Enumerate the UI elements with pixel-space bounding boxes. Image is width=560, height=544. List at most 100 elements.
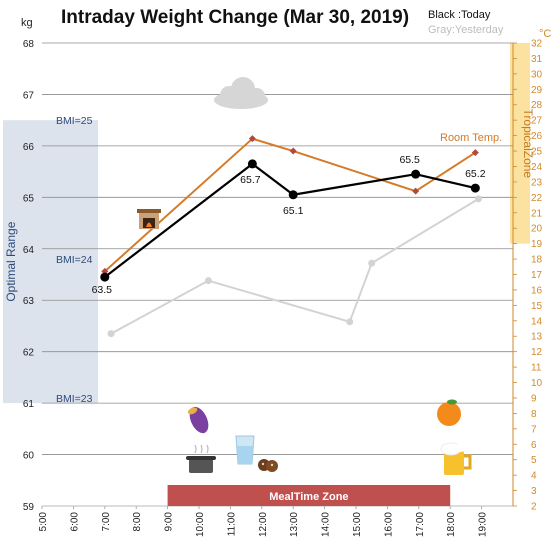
mealtime-zone-band (167, 485, 451, 506)
right-tick-label: 20 (531, 224, 543, 235)
left-axis-ticks: 59 60 61 62 63 64 65 66 67 68 (23, 39, 35, 513)
right-tick-label: 23 (531, 177, 543, 188)
x-tick-label: 5:00 (38, 512, 49, 532)
today-point (288, 190, 298, 200)
fireplace-icon (137, 209, 161, 229)
x-tick-label: 19:00 (478, 512, 489, 537)
x-tick-label: 13:00 (289, 512, 300, 537)
tropical-zone-band (510, 43, 530, 244)
today-data-label: 63.5 (92, 284, 113, 296)
right-tick-label: 11 (531, 363, 542, 374)
right-tick-label: 5 (531, 455, 537, 466)
right-tick-label: 27 (531, 116, 543, 127)
x-tick-label: 6:00 (69, 512, 80, 532)
right-tick-label: 26 (531, 131, 543, 142)
x-tick-label: 12:00 (258, 512, 269, 537)
tropical-zone-label: TropicalZone (521, 109, 535, 179)
right-tick-label: 7 (531, 424, 537, 435)
yesterday-point (368, 259, 376, 267)
y-tick-label: 63 (23, 296, 35, 307)
right-tick-label: 17 (531, 270, 543, 281)
x-tick-label: 8:00 (132, 512, 143, 532)
right-tick-label: 19 (531, 239, 543, 250)
orange-icon (437, 399, 461, 426)
x-tick-label: 10:00 (195, 512, 206, 537)
cloud-icon (214, 77, 268, 109)
y-tick-label: 67 (23, 90, 35, 101)
right-tick-label: 15 (531, 301, 543, 312)
today-data-label: 65.2 (465, 168, 486, 180)
right-tick-label: 4 (531, 471, 537, 482)
right-tick-label: 18 (531, 255, 543, 266)
mealtime-zone-label: MealTime Zone (269, 491, 348, 503)
room-temp-point (412, 187, 420, 195)
today-point (100, 272, 110, 282)
y-tick-label: 60 (23, 451, 35, 462)
y-tick-label: 62 (23, 348, 35, 359)
bmi-labels: BMI=25 BMI=24 BMI=23 (56, 115, 93, 405)
today-point (470, 183, 480, 193)
right-tick-label: 9 (531, 393, 537, 404)
yesterday-point (346, 318, 354, 326)
y-tick-label: 65 (23, 193, 35, 204)
yesterday-point (204, 277, 212, 285)
room-temp-label: Room Temp. (440, 132, 502, 144)
today-data-label: 65.7 (240, 174, 261, 186)
y-tick-label: 66 (23, 142, 35, 153)
optimal-range-label: Optimal Range (4, 221, 18, 301)
x-tick-label: 11:00 (226, 512, 237, 537)
x-tick-label: 9:00 (164, 512, 175, 532)
series-layer: 63.5 65.7 65.1 65.5 65.2 (92, 135, 486, 338)
legend-today: Black :Today (428, 9, 491, 21)
today-data-label: 65.1 (283, 205, 304, 217)
right-tick-label: 29 (531, 85, 543, 96)
right-tick-label: 13 (531, 332, 543, 343)
right-tick-label: 22 (531, 193, 543, 204)
x-tick-label: 14:00 (321, 512, 332, 537)
right-axis-ticks: 2345678910111213141516171819202122232425… (513, 39, 543, 513)
x-axis-ticks: 5:00 6:00 7:00 8:00 9:00 10:00 11:00 12:00 13:00… (38, 506, 489, 537)
right-tick-label: 30 (531, 69, 543, 80)
water-glass-icon (235, 435, 255, 465)
right-tick-label: 32 (531, 39, 543, 50)
bmi-label: BMI=24 (56, 254, 93, 266)
x-tick-label: 18:00 (446, 512, 457, 537)
right-tick-label: 28 (531, 100, 543, 111)
bmi-label: BMI=25 (56, 115, 93, 127)
x-tick-label: 17:00 (415, 512, 426, 537)
y-tick-label: 61 (23, 399, 35, 410)
today-point (247, 159, 257, 169)
today-point (411, 169, 421, 179)
sweet-potato-icon (187, 406, 209, 434)
right-tick-label: 12 (531, 347, 543, 358)
yesterday-point (107, 330, 115, 338)
chart-title: Intraday Weight Change (Mar 30, 2019) (61, 7, 409, 28)
y-tick-label: 68 (23, 39, 35, 50)
right-tick-label: 8 (531, 409, 537, 420)
left-unit-label: kg (21, 17, 33, 29)
right-tick-label: 25 (531, 147, 543, 158)
y-tick-label: 59 (23, 502, 35, 513)
room-temp-point (471, 149, 479, 157)
bmi-label: BMI=23 (56, 393, 93, 405)
right-tick-label: 31 (531, 54, 543, 65)
yesterday-line (110, 198, 479, 335)
right-tick-label: 14 (531, 316, 543, 327)
x-tick-label: 7:00 (101, 512, 112, 532)
right-tick-label: 6 (531, 440, 537, 451)
right-tick-label: 2 (531, 502, 537, 513)
cookies-icon (258, 459, 278, 472)
right-tick-label: 24 (531, 162, 543, 173)
right-tick-label: 16 (531, 285, 543, 296)
cooking-pot-icon (186, 444, 216, 473)
x-tick-label: 15:00 (352, 512, 363, 537)
today-data-label: 65.5 (399, 154, 420, 166)
right-unit-label: °C (539, 28, 551, 40)
y-tick-label: 64 (23, 245, 35, 256)
right-tick-label: 3 (531, 486, 537, 497)
gridlines (42, 42, 513, 507)
legend-yesterday: Gray:Yesterday (428, 24, 504, 36)
yesterday-point (474, 195, 482, 203)
room-temp-point (289, 147, 297, 155)
